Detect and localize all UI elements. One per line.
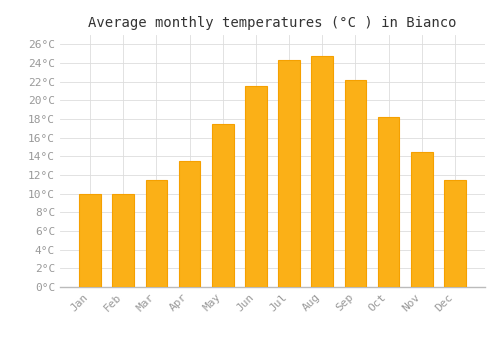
Bar: [212, 124, 234, 287]
Bar: [245, 86, 266, 287]
Bar: [378, 117, 400, 287]
Bar: [80, 194, 101, 287]
Bar: [179, 161, 201, 287]
Bar: [344, 80, 366, 287]
Bar: [146, 180, 167, 287]
Bar: [411, 152, 432, 287]
Bar: [112, 194, 134, 287]
Bar: [312, 56, 333, 287]
Title: Average monthly temperatures (°C ) in Bianco: Average monthly temperatures (°C ) in Bi…: [88, 16, 457, 30]
Bar: [444, 180, 466, 287]
Bar: [278, 60, 300, 287]
